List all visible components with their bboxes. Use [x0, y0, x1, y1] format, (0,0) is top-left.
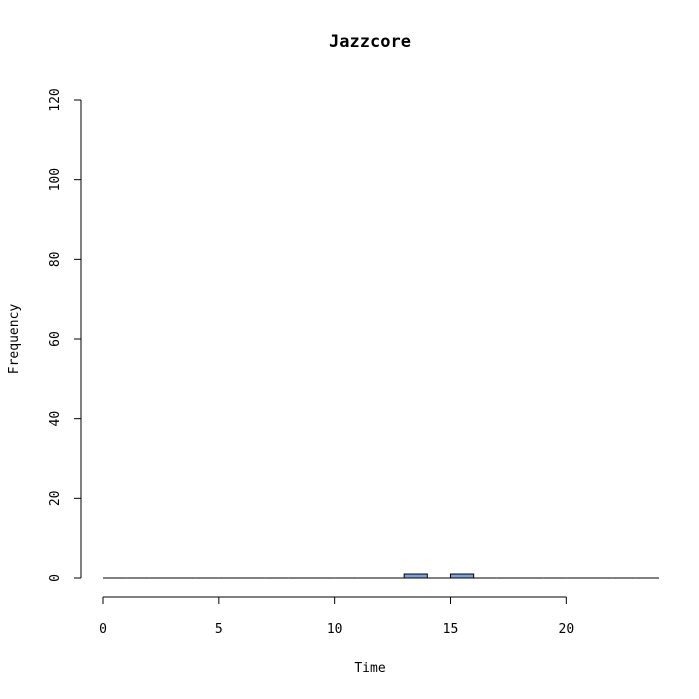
y-tick-label: 20	[48, 491, 63, 507]
x-tick-label: 20	[559, 622, 575, 637]
y-axis: 0 20 40 60 80 100 120	[48, 88, 82, 582]
y-tick-label: 0	[48, 574, 63, 582]
y-axis-label: Frequency	[7, 304, 22, 375]
x-tick-label: 0	[99, 622, 107, 637]
x-tick-label: 10	[327, 622, 343, 637]
histogram-bar	[403, 573, 428, 579]
histogram-bar	[450, 573, 475, 579]
x-axis-label: Time	[354, 661, 385, 676]
chart-title: Jazzcore	[329, 32, 411, 52]
x-tick-label: 5	[215, 622, 223, 637]
y-tick-label: 60	[48, 331, 63, 347]
y-tick-label: 120	[48, 88, 63, 111]
x-axis: 0 5 10 15 20	[99, 596, 575, 637]
y-tick-label: 40	[48, 411, 63, 427]
x-tick-label: 15	[443, 622, 459, 637]
y-tick-label: 80	[48, 252, 63, 268]
y-tick-label: 100	[48, 168, 63, 191]
bars-group	[103, 573, 659, 579]
